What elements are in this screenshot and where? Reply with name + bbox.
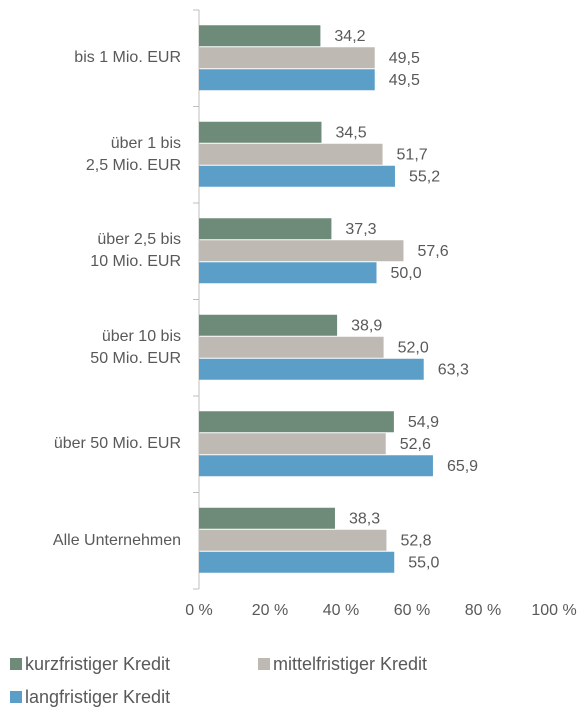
bar	[199, 336, 384, 358]
bar	[199, 218, 332, 240]
bar	[199, 262, 377, 284]
category-label: über 50 Mio. EUR	[53, 435, 181, 453]
x-tick-label: 80 %	[465, 602, 501, 619]
bar	[199, 529, 387, 551]
legend-label: langfristiger Kredit	[25, 687, 170, 707]
value-label: 49,5	[389, 50, 420, 67]
category-label: bis 1 Mio. EUR	[74, 49, 181, 67]
x-tick-label: 100 %	[531, 602, 576, 619]
value-label: 37,3	[345, 221, 376, 238]
value-label: 34,2	[334, 28, 365, 45]
value-label: 65,9	[447, 458, 478, 475]
value-label: 63,3	[438, 361, 469, 378]
legend-label: mittelfristiger Kredit	[273, 654, 427, 674]
x-tick-label: 40 %	[323, 602, 359, 619]
bar	[199, 143, 383, 165]
value-label: 49,5	[389, 72, 420, 89]
bar	[199, 47, 375, 69]
value-label: 57,6	[417, 243, 448, 260]
bar	[199, 69, 375, 91]
bar	[199, 507, 335, 529]
bar	[199, 165, 395, 187]
value-label: 34,5	[335, 124, 366, 141]
x-tick-label: 0 %	[185, 602, 213, 619]
bar	[199, 433, 386, 455]
legend-label: kurzfristiger Kredit	[25, 654, 170, 674]
value-label: 38,9	[351, 317, 382, 334]
category-label: über 2,5 bis 10 Mio. EUR	[90, 231, 181, 271]
category-label: über 10 bis 50 Mio. EUR	[90, 327, 181, 367]
legend-swatch	[258, 658, 270, 670]
bar	[199, 121, 322, 143]
category-label: Alle Unternehmen	[52, 531, 181, 549]
bar	[199, 358, 424, 380]
bar	[199, 25, 321, 47]
value-label: 52,0	[398, 339, 429, 356]
value-label: 52,8	[400, 532, 431, 549]
value-label: 51,7	[397, 146, 428, 163]
value-label: 54,9	[408, 414, 439, 431]
bar	[199, 240, 404, 262]
bar	[199, 455, 433, 477]
bar	[199, 411, 394, 433]
legend-swatch	[10, 691, 22, 703]
value-label: 52,6	[400, 436, 431, 453]
legend-swatch	[10, 658, 22, 670]
category-label: über 1 bis 2,5 Mio. EUR	[85, 134, 181, 174]
bar	[199, 551, 395, 573]
x-tick-label: 60 %	[394, 602, 430, 619]
bar	[199, 314, 338, 336]
value-label: 38,3	[349, 510, 380, 527]
x-tick-label: 20 %	[252, 602, 288, 619]
value-label: 55,0	[408, 554, 439, 571]
value-label: 55,2	[409, 168, 440, 185]
value-label: 50,0	[391, 265, 422, 282]
